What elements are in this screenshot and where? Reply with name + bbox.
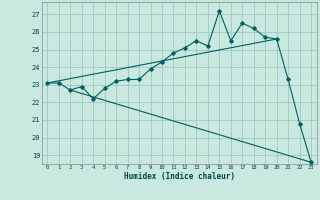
X-axis label: Humidex (Indice chaleur): Humidex (Indice chaleur) — [124, 172, 235, 181]
